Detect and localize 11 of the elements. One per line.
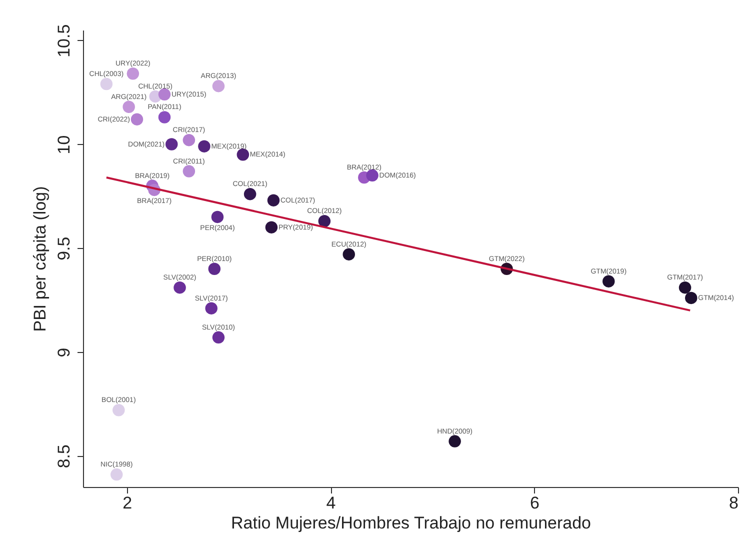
x-tick-label: 4 bbox=[326, 494, 336, 512]
y-tick-label: 9.5 bbox=[54, 236, 74, 260]
y-tick-label: 10.5 bbox=[54, 24, 74, 58]
x-tick-label: 2 bbox=[122, 494, 132, 512]
y-tick-label: 9 bbox=[54, 348, 74, 358]
y-tick-label: 8.5 bbox=[54, 444, 74, 468]
x-axis-title: Ratio Mujeres/Hombres Trabajo no remunerado bbox=[230, 514, 592, 532]
x-tick-label: 8 bbox=[729, 494, 738, 512]
x-tick-label: 6 bbox=[530, 494, 540, 512]
y-tick-label: 10 bbox=[54, 135, 74, 154]
y-axis-title: PBI per cápita (log) bbox=[30, 186, 50, 332]
